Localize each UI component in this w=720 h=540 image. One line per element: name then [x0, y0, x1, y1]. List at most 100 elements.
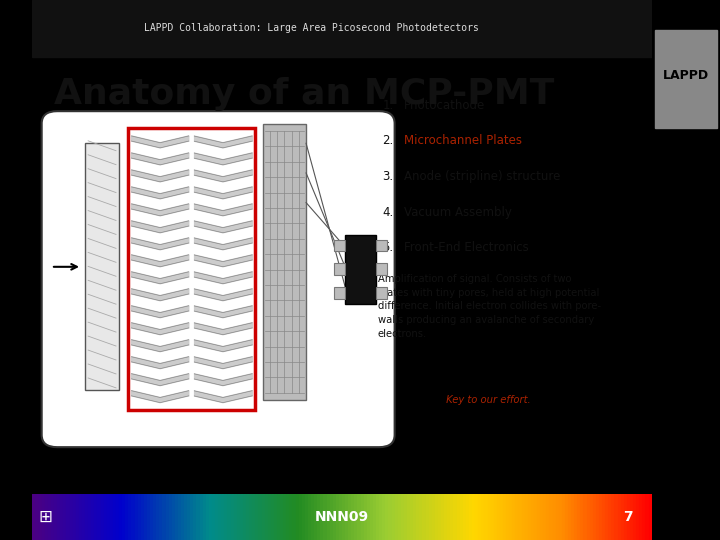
- Bar: [104, 494, 107, 540]
- Bar: [655, 30, 716, 129]
- Polygon shape: [194, 238, 252, 250]
- Bar: [621, 494, 624, 540]
- Bar: [147, 494, 150, 540]
- Polygon shape: [132, 238, 189, 250]
- Bar: [225, 494, 228, 540]
- Bar: [82, 494, 85, 540]
- Bar: [361, 494, 364, 540]
- Bar: [537, 494, 540, 540]
- Bar: [645, 494, 649, 540]
- Bar: [358, 494, 361, 540]
- Polygon shape: [132, 306, 189, 318]
- FancyBboxPatch shape: [42, 111, 395, 447]
- Bar: [296, 494, 299, 540]
- Bar: [256, 494, 258, 540]
- Bar: [163, 494, 166, 540]
- Bar: [91, 494, 94, 540]
- Bar: [258, 494, 261, 540]
- Polygon shape: [132, 391, 189, 403]
- Bar: [593, 494, 596, 540]
- Bar: [209, 494, 212, 540]
- Bar: [119, 494, 122, 540]
- Bar: [611, 494, 614, 540]
- Bar: [596, 494, 599, 540]
- Bar: [481, 494, 485, 540]
- Polygon shape: [132, 204, 189, 216]
- Bar: [330, 494, 333, 540]
- Bar: [116, 494, 119, 540]
- Bar: [268, 494, 271, 540]
- Bar: [178, 494, 181, 540]
- Polygon shape: [194, 170, 252, 182]
- Bar: [138, 494, 141, 540]
- Bar: [334, 264, 345, 275]
- Bar: [459, 494, 463, 540]
- Bar: [395, 494, 397, 540]
- Text: Photocathode: Photocathode: [404, 99, 485, 112]
- Bar: [366, 494, 370, 540]
- Bar: [277, 494, 280, 540]
- Polygon shape: [132, 340, 189, 352]
- Bar: [252, 494, 256, 540]
- Bar: [181, 494, 184, 540]
- Bar: [63, 494, 66, 540]
- Polygon shape: [194, 306, 252, 318]
- Bar: [122, 494, 125, 540]
- Bar: [487, 494, 490, 540]
- Bar: [428, 494, 432, 540]
- Polygon shape: [194, 272, 252, 284]
- Bar: [407, 494, 410, 540]
- Bar: [271, 494, 274, 540]
- Bar: [392, 494, 395, 540]
- Bar: [35, 494, 39, 540]
- Bar: [339, 494, 342, 540]
- Polygon shape: [132, 289, 189, 301]
- Bar: [636, 494, 639, 540]
- Bar: [318, 494, 320, 540]
- Bar: [580, 494, 583, 540]
- Bar: [218, 494, 221, 540]
- Bar: [135, 494, 138, 540]
- Bar: [571, 494, 575, 540]
- Bar: [441, 494, 444, 540]
- Bar: [156, 494, 159, 540]
- Text: Anatomy of an MCP-PMT: Anatomy of an MCP-PMT: [54, 77, 554, 111]
- Bar: [314, 494, 318, 540]
- Bar: [385, 494, 389, 540]
- Bar: [624, 494, 627, 540]
- Bar: [444, 494, 447, 540]
- Bar: [66, 494, 70, 540]
- Polygon shape: [194, 187, 252, 199]
- Text: LAPPD Collaboration: Large Area Picosecond Photodetectors: LAPPD Collaboration: Large Area Picoseco…: [143, 23, 479, 33]
- Bar: [94, 494, 97, 540]
- Bar: [618, 494, 621, 540]
- Polygon shape: [194, 204, 252, 216]
- Polygon shape: [194, 357, 252, 369]
- Text: Vacuum Assembly: Vacuum Assembly: [404, 206, 512, 219]
- Text: 2.: 2.: [382, 134, 394, 147]
- Bar: [451, 494, 454, 540]
- Bar: [327, 494, 330, 540]
- Bar: [280, 494, 283, 540]
- Bar: [292, 494, 296, 540]
- Text: 4.: 4.: [382, 206, 394, 219]
- Bar: [128, 494, 132, 540]
- Bar: [435, 494, 438, 540]
- Bar: [159, 494, 163, 540]
- Bar: [168, 494, 172, 540]
- Bar: [401, 494, 404, 540]
- Bar: [320, 494, 323, 540]
- Bar: [606, 494, 608, 540]
- Bar: [376, 264, 387, 275]
- Bar: [32, 0, 652, 57]
- Polygon shape: [194, 289, 252, 301]
- Bar: [197, 494, 199, 540]
- Bar: [587, 494, 590, 540]
- Bar: [283, 494, 287, 540]
- Bar: [348, 494, 351, 540]
- Bar: [153, 494, 156, 540]
- Bar: [562, 494, 565, 540]
- Bar: [552, 494, 556, 540]
- Bar: [184, 494, 187, 540]
- Bar: [85, 143, 119, 390]
